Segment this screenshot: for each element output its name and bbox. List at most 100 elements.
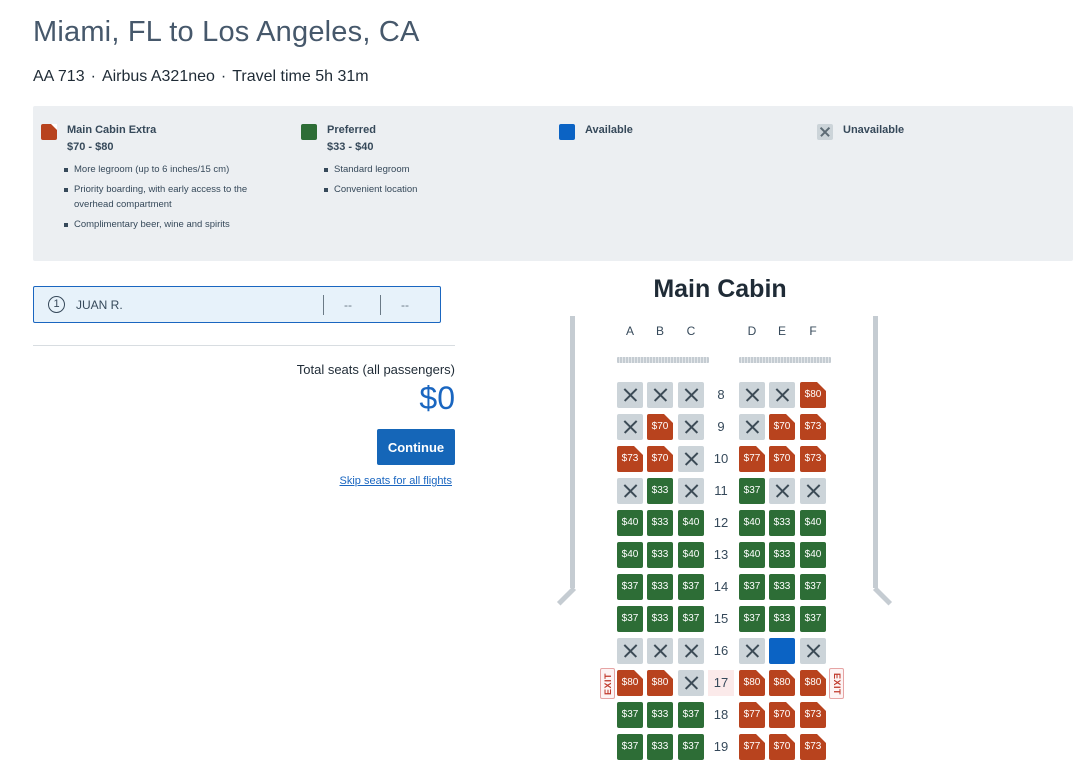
unavailable-swatch-icon xyxy=(817,124,833,140)
seat-12c[interactable]: $40 xyxy=(678,510,704,536)
seat-11d[interactable]: $37 xyxy=(739,478,765,504)
flight-info: AA 713 · Airbus A321neo · Travel time 5h 31m xyxy=(33,68,369,86)
legend-name: Available xyxy=(585,124,633,136)
seat-9e[interactable]: $70 xyxy=(769,414,795,440)
seat-11b[interactable]: $33 xyxy=(647,478,673,504)
row-number: 18 xyxy=(713,707,729,722)
seat-9c xyxy=(678,414,704,440)
seat-10f[interactable]: $73 xyxy=(800,446,826,472)
seat-18a[interactable]: $37 xyxy=(617,702,643,728)
seat-8d xyxy=(739,382,765,408)
seat-12a[interactable]: $40 xyxy=(617,510,643,536)
seat-8f[interactable]: $80 xyxy=(800,382,826,408)
column-letter-c: C xyxy=(686,324,696,338)
seat-12e[interactable]: $33 xyxy=(769,510,795,536)
seat-9b[interactable]: $70 xyxy=(647,414,673,440)
seat-19e[interactable]: $70 xyxy=(769,734,795,760)
seat-19a[interactable]: $37 xyxy=(617,734,643,760)
legend-feature-list: Standard legroom Convenient location xyxy=(324,162,544,202)
seat-10b[interactable]: $70 xyxy=(647,446,673,472)
bulkhead-left xyxy=(617,357,709,363)
seat-18d[interactable]: $77 xyxy=(739,702,765,728)
skip-seats-link[interactable]: Skip seats for all flights xyxy=(339,475,453,487)
seat-15b[interactable]: $33 xyxy=(647,606,673,632)
bulkhead-right xyxy=(739,357,831,363)
row-number: 16 xyxy=(713,643,729,658)
divider xyxy=(323,295,324,315)
row-number: 15 xyxy=(713,611,729,626)
fuselage-wall-left xyxy=(570,316,575,588)
seat-17d[interactable]: $80 xyxy=(739,670,765,696)
seat-17b[interactable]: $80 xyxy=(647,670,673,696)
seat-13b[interactable]: $33 xyxy=(647,542,673,568)
seat-10a[interactable]: $73 xyxy=(617,446,643,472)
seat-8c xyxy=(678,382,704,408)
row-number: 12 xyxy=(713,515,729,530)
passenger-seat-2: -- xyxy=(401,298,409,312)
seat-14d[interactable]: $37 xyxy=(739,574,765,600)
seat-13d[interactable]: $40 xyxy=(739,542,765,568)
seat-19f[interactable]: $73 xyxy=(800,734,826,760)
seat-9a xyxy=(617,414,643,440)
preferred-swatch-icon xyxy=(301,124,317,140)
seat-18e[interactable]: $70 xyxy=(769,702,795,728)
seat-13a[interactable]: $40 xyxy=(617,542,643,568)
seat-13c[interactable]: $40 xyxy=(678,542,704,568)
seat-14e[interactable]: $33 xyxy=(769,574,795,600)
legend-name: Main Cabin Extra xyxy=(67,124,157,136)
passenger-tab[interactable]: 1 JUAN R. -- -- xyxy=(33,286,441,323)
seat-10d[interactable]: $77 xyxy=(739,446,765,472)
seat-11c xyxy=(678,478,704,504)
legend-name: Preferred xyxy=(327,124,376,136)
seat-13f[interactable]: $40 xyxy=(800,542,826,568)
seat-8b xyxy=(647,382,673,408)
seat-17e[interactable]: $80 xyxy=(769,670,795,696)
seat-19b[interactable]: $33 xyxy=(647,734,673,760)
seat-19c[interactable]: $37 xyxy=(678,734,704,760)
seat-11a xyxy=(617,478,643,504)
seat-15d[interactable]: $37 xyxy=(739,606,765,632)
column-letter-b: B xyxy=(655,324,664,338)
seat-15e[interactable]: $33 xyxy=(769,606,795,632)
exit-label: EXIT xyxy=(831,672,842,695)
seat-18b[interactable]: $33 xyxy=(647,702,673,728)
seat-12f[interactable]: $40 xyxy=(800,510,826,536)
seat-19d[interactable]: $77 xyxy=(739,734,765,760)
seat-8e xyxy=(769,382,795,408)
exit-label: EXIT xyxy=(602,672,613,695)
fuselage-wall-right xyxy=(873,316,878,588)
column-letter-e: E xyxy=(777,324,786,338)
seat-14b[interactable]: $33 xyxy=(647,574,673,600)
seat-15f[interactable]: $37 xyxy=(800,606,826,632)
seat-12b[interactable]: $33 xyxy=(647,510,673,536)
legend-price: $33 - $40 xyxy=(327,141,374,153)
seat-14f[interactable]: $37 xyxy=(800,574,826,600)
row-number: 19 xyxy=(713,739,729,754)
continue-button[interactable]: Continue xyxy=(377,429,455,465)
cabin-title: Main Cabin xyxy=(653,275,787,303)
seat-13e[interactable]: $33 xyxy=(769,542,795,568)
seat-18f[interactable]: $73 xyxy=(800,702,826,728)
exit-marker-right: EXIT xyxy=(829,668,844,699)
seat-15c[interactable]: $37 xyxy=(678,606,704,632)
seat-15a[interactable]: $37 xyxy=(617,606,643,632)
seat-10c xyxy=(678,446,704,472)
seat-14a[interactable]: $37 xyxy=(617,574,643,600)
seat-14c[interactable]: $37 xyxy=(678,574,704,600)
seat-9d xyxy=(739,414,765,440)
seat-17f[interactable]: $80 xyxy=(800,670,826,696)
legend-feature-list: More legroom (up to 6 inches/15 cm) Prio… xyxy=(64,162,284,237)
seat-16e[interactable] xyxy=(769,638,795,664)
seat-10e[interactable]: $70 xyxy=(769,446,795,472)
separator: · xyxy=(90,68,96,85)
seat-17a[interactable]: $80 xyxy=(617,670,643,696)
legend-feature: More legroom (up to 6 inches/15 cm) xyxy=(64,162,284,177)
available-swatch-icon xyxy=(559,124,575,140)
seat-9f[interactable]: $73 xyxy=(800,414,826,440)
row-number: 17 xyxy=(708,670,734,696)
column-letter-f: F xyxy=(809,324,817,338)
seat-18c[interactable]: $37 xyxy=(678,702,704,728)
legend-feature: Convenient location xyxy=(324,182,544,197)
seat-12d[interactable]: $40 xyxy=(739,510,765,536)
main-cabin-extra-swatch-icon xyxy=(41,124,57,140)
